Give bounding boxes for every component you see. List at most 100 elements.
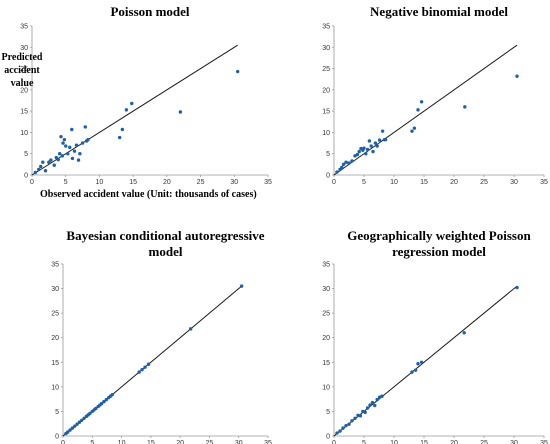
- data-point: [357, 149, 361, 154]
- y-tick-label: 35: [322, 262, 330, 269]
- y-axis-label: Predicted: [2, 52, 43, 63]
- y-tick-label: 25: [322, 66, 330, 73]
- data-point: [368, 403, 372, 407]
- data-point: [373, 403, 377, 408]
- x-tick-label: 5: [362, 179, 366, 186]
- data-point: [64, 144, 68, 148]
- data-point: [52, 163, 56, 167]
- x-tick-label: 15: [420, 179, 428, 186]
- data-point: [515, 74, 519, 78]
- y-tick-label: 0: [326, 173, 330, 180]
- y-tick-label: 10: [20, 130, 28, 137]
- data-point: [419, 100, 424, 104]
- data-point: [47, 160, 51, 164]
- x-tick-label: 25: [480, 179, 488, 186]
- data-point: [65, 430, 70, 434]
- x-tick-label: 0: [332, 440, 336, 444]
- data-point: [54, 155, 58, 160]
- data-point: [350, 419, 354, 423]
- x-tick-label: 35: [540, 179, 548, 186]
- y-tick-label: 0: [24, 173, 28, 180]
- data-point: [338, 429, 342, 433]
- data-point: [68, 428, 72, 432]
- y-tick-label: 15: [51, 360, 59, 367]
- x-tick-label: 5: [64, 179, 68, 186]
- data-point: [369, 144, 373, 148]
- data-point: [74, 143, 79, 147]
- data-point: [82, 416, 86, 421]
- data-point: [358, 414, 363, 418]
- y-tick-label: 30: [322, 45, 330, 52]
- y-tick-label: 5: [24, 151, 28, 158]
- x-tick-label: 10: [96, 179, 104, 186]
- x-tick-label: 30: [230, 179, 238, 186]
- x-tick-label: 20: [163, 179, 171, 186]
- data-point: [419, 360, 424, 364]
- y-tick-label: 25: [51, 311, 59, 318]
- data-point: [60, 154, 65, 158]
- x-tick-label: 35: [264, 440, 272, 444]
- data-point: [367, 139, 372, 143]
- data-point: [72, 149, 77, 153]
- y-tick-label: 5: [326, 409, 330, 416]
- data-point: [130, 101, 134, 106]
- chart-title: Bayesian conditional autoregressive: [66, 228, 264, 243]
- x-tick-label: 30: [235, 440, 243, 444]
- data-point: [56, 157, 60, 162]
- data-point: [140, 367, 144, 372]
- data-point: [347, 422, 351, 426]
- x-tick-label: 20: [176, 440, 184, 444]
- x-tick-label: 15: [147, 440, 155, 444]
- data-point: [377, 138, 382, 142]
- x-axis-label: Observed accident value (Unit: thousands…: [40, 189, 257, 200]
- x-tick-label: 10: [390, 179, 398, 186]
- x-tick-label: 15: [420, 440, 428, 444]
- data-point: [335, 170, 339, 174]
- chart-panel-4: Geographically weighted Poissonregressio…: [322, 228, 548, 444]
- data-point: [75, 422, 79, 426]
- data-point: [62, 137, 67, 142]
- data-point: [33, 170, 38, 175]
- x-tick-label: 25: [206, 440, 214, 444]
- x-tick-label: 5: [90, 440, 94, 444]
- data-point: [353, 416, 357, 421]
- y-tick-label: 5: [326, 151, 330, 158]
- chart-panel-2: Negative binomial model 0 5 10 15 20 25 30 35 0 5 1…: [322, 4, 548, 186]
- data-point: [364, 152, 368, 156]
- y-tick-label: 0: [55, 434, 59, 441]
- y-tick-label: 20: [20, 87, 28, 94]
- data-point: [57, 152, 62, 156]
- x-tick-label: 25: [197, 179, 205, 186]
- x-tick-label: 10: [118, 440, 126, 444]
- data-point: [410, 370, 414, 374]
- data-point: [39, 164, 43, 169]
- data-point: [383, 137, 388, 142]
- data-point: [76, 158, 81, 162]
- y-tick-label: 0: [326, 434, 330, 441]
- x-tick-label: 30: [510, 179, 518, 186]
- chart-title: Geographically weighted Poisson: [347, 228, 531, 243]
- data-point: [416, 362, 420, 366]
- x-tick-label: 35: [540, 440, 548, 444]
- data-point: [413, 368, 418, 372]
- data-point: [70, 127, 74, 132]
- data-point: [350, 159, 354, 163]
- data-point: [80, 141, 85, 145]
- data-point: [110, 393, 114, 397]
- data-point: [59, 134, 63, 139]
- y-tick-label: 35: [322, 24, 330, 31]
- data-point: [88, 411, 92, 416]
- data-point: [104, 397, 109, 402]
- data-point: [462, 331, 466, 335]
- data-point: [99, 401, 104, 406]
- data-point: [70, 426, 75, 430]
- chart-panel-1: Poisson model 0 5 10 15 20 25 30 35 0 5 10 15 20 25 30 3…: [2, 4, 272, 200]
- y-tick-label: 15: [322, 109, 330, 116]
- chart-panel-3: Bayesian conditional autoregressivemodel…: [51, 228, 272, 444]
- data-point: [86, 137, 90, 142]
- data-point: [341, 426, 345, 430]
- y-tick-label: 30: [51, 286, 59, 293]
- y-tick-label: 20: [322, 335, 330, 342]
- data-point: [370, 400, 375, 405]
- data-point: [373, 141, 378, 145]
